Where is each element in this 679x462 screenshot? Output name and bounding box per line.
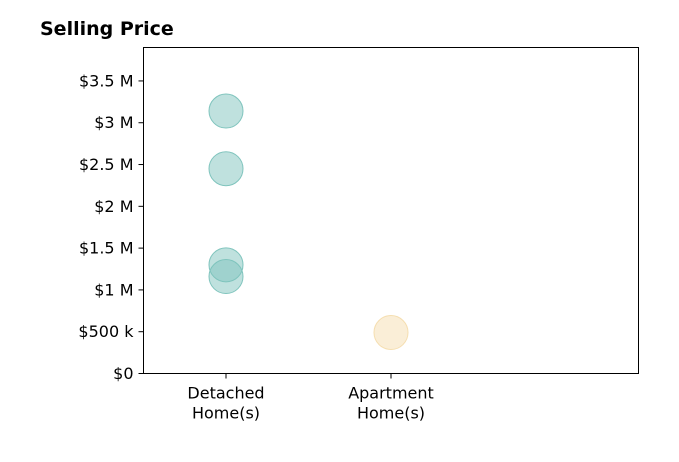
data-point <box>373 315 409 351</box>
y-axis: $0 $500 k $1 M $1.5 M $2 M $2.5 M $3 M $3.5 M <box>78 71 144 383</box>
x-tick-label: Home(s) <box>357 404 425 423</box>
data-point <box>208 93 244 129</box>
y-tick-label: $500 k <box>78 322 134 341</box>
y-tick-label: $2.5 M <box>79 155 134 174</box>
y-tick-label: $1 M <box>94 280 133 299</box>
y-tick-label: $2 M <box>94 197 133 216</box>
chart-title: Selling Price <box>40 18 174 40</box>
data-points <box>208 93 409 351</box>
y-tick-label: $3.5 M <box>79 71 134 90</box>
y-tick-label: $1.5 M <box>79 239 134 258</box>
y-tick-label: $3 M <box>94 113 133 132</box>
x-tick-label: Home(s) <box>192 404 260 423</box>
data-point <box>208 259 244 295</box>
x-tick-label: Detached <box>187 384 264 403</box>
y-tick-label: $0 <box>113 364 133 383</box>
data-point <box>208 151 244 187</box>
x-tick-label: Apartment <box>348 384 434 403</box>
